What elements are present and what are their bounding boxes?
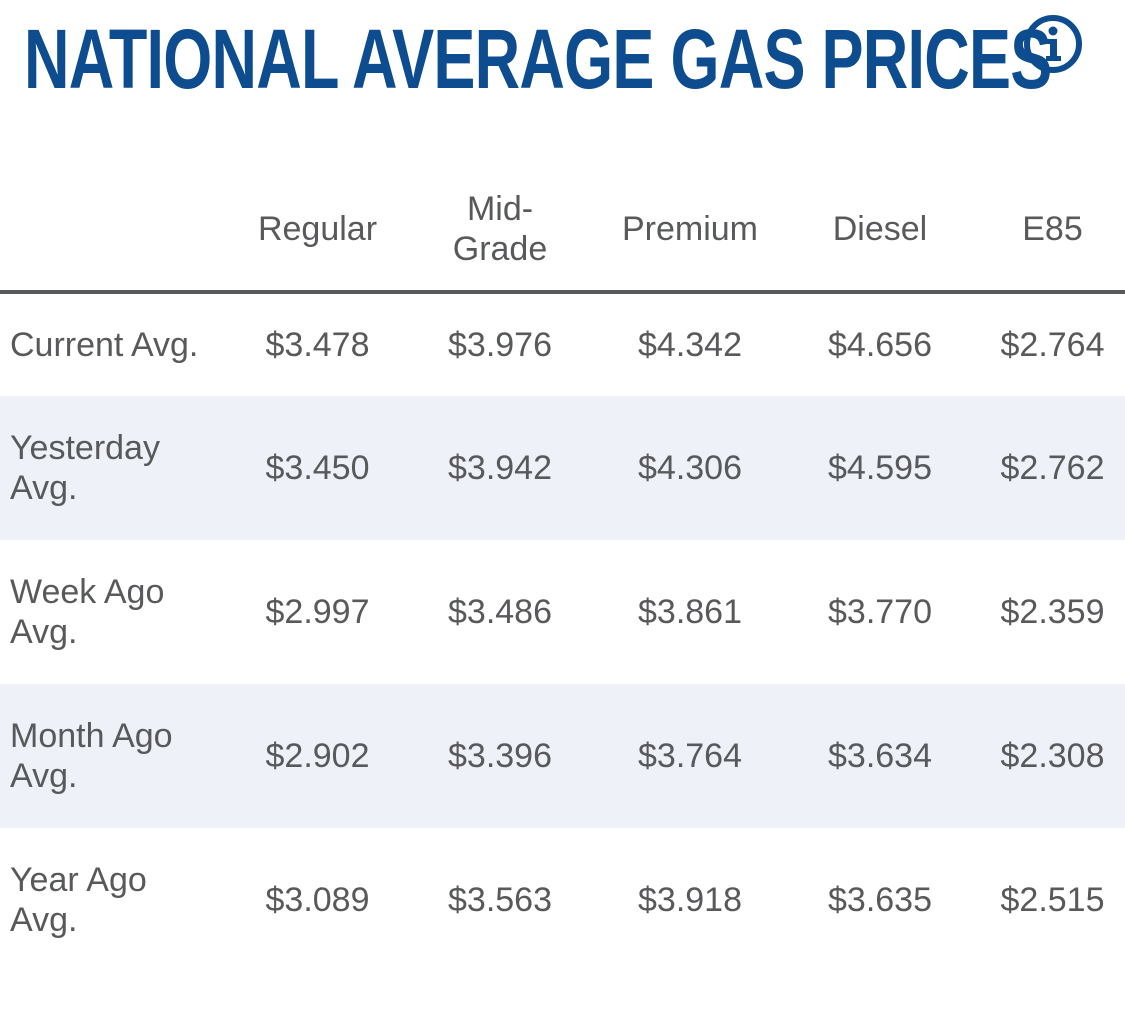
price-e85: $2.515: [1000, 881, 1105, 919]
row-label-text: Current Avg.: [10, 326, 199, 364]
price-e85: $2.764: [1000, 326, 1105, 364]
price-mid-grade: $3.486: [448, 593, 552, 631]
price-regular: $3.089: [265, 881, 370, 919]
row-label: Month Ago Avg.: [0, 684, 235, 828]
column-header-label: Mid-Grade: [452, 190, 548, 268]
row-label: Yesterday Avg.: [0, 396, 235, 540]
price-premium: $4.342: [638, 326, 742, 364]
table-row: Current Avg. $3.478 $3.976 $4.342 $4.656…: [0, 294, 1125, 396]
price-mid-grade: $3.976: [448, 326, 552, 364]
column-header-blank: [0, 160, 235, 290]
row-label-text: Month Ago Avg.: [10, 717, 173, 795]
price-premium: $3.764: [638, 737, 742, 775]
price-regular: $3.478: [265, 326, 370, 364]
row-label: Week Ago Avg.: [0, 540, 235, 684]
column-header-label: Premium: [621, 210, 759, 248]
column-header-e85: E85: [980, 160, 1125, 290]
column-header-premium: Premium: [600, 160, 780, 290]
price-premium: $3.861: [638, 593, 742, 631]
table-header-row: Regular Mid-Grade Premium Diesel E85: [0, 160, 1125, 294]
page-header: NATIONAL AVERAGE GAS PRICES: [24, 4, 1125, 114]
price-mid-grade: $3.942: [448, 449, 552, 487]
table-row: Month Ago Avg. $2.902 $3.396 $3.764 $3.6…: [0, 684, 1125, 828]
column-header-regular: Regular: [235, 160, 400, 290]
table-row: Year Ago Avg. $3.089 $3.563 $3.918 $3.63…: [0, 828, 1125, 972]
row-label-text: Week Ago Avg.: [10, 573, 165, 651]
price-diesel: $3.634: [828, 737, 932, 775]
table-row: Yesterday Avg. $3.450 $3.942 $4.306 $4.5…: [0, 396, 1125, 540]
info-circle-icon[interactable]: [1023, 14, 1083, 74]
price-regular: $2.997: [265, 593, 370, 631]
column-header-label: Diesel: [832, 210, 928, 248]
column-header-mid-grade: Mid-Grade: [400, 160, 600, 290]
row-label-text: Yesterday Avg.: [10, 429, 160, 507]
price-premium: $4.306: [638, 449, 742, 487]
page-title: NATIONAL AVERAGE GAS PRICES: [24, 12, 1052, 106]
price-diesel: $3.635: [828, 881, 932, 919]
price-e85: $2.359: [1000, 593, 1105, 631]
column-header-label: Regular: [257, 210, 378, 248]
column-header-diesel: Diesel: [780, 160, 980, 290]
column-header-label: E85: [1022, 210, 1083, 248]
price-e85: $2.308: [1000, 737, 1105, 775]
price-mid-grade: $3.396: [448, 737, 552, 775]
price-diesel: $4.595: [828, 449, 932, 487]
price-regular: $3.450: [265, 449, 370, 487]
row-label: Year Ago Avg.: [0, 828, 235, 972]
price-regular: $2.902: [265, 737, 370, 775]
row-label: Current Avg.: [0, 294, 235, 396]
price-premium: $3.918: [638, 881, 742, 919]
gas-prices-table: Regular Mid-Grade Premium Diesel E85 Cur…: [0, 160, 1125, 972]
price-diesel: $4.656: [828, 326, 932, 364]
price-diesel: $3.770: [828, 593, 932, 631]
row-label-text: Year Ago Avg.: [10, 861, 147, 939]
price-e85: $2.762: [1000, 449, 1105, 487]
price-mid-grade: $3.563: [448, 881, 552, 919]
table-row: Week Ago Avg. $2.997 $3.486 $3.861 $3.77…: [0, 540, 1125, 684]
